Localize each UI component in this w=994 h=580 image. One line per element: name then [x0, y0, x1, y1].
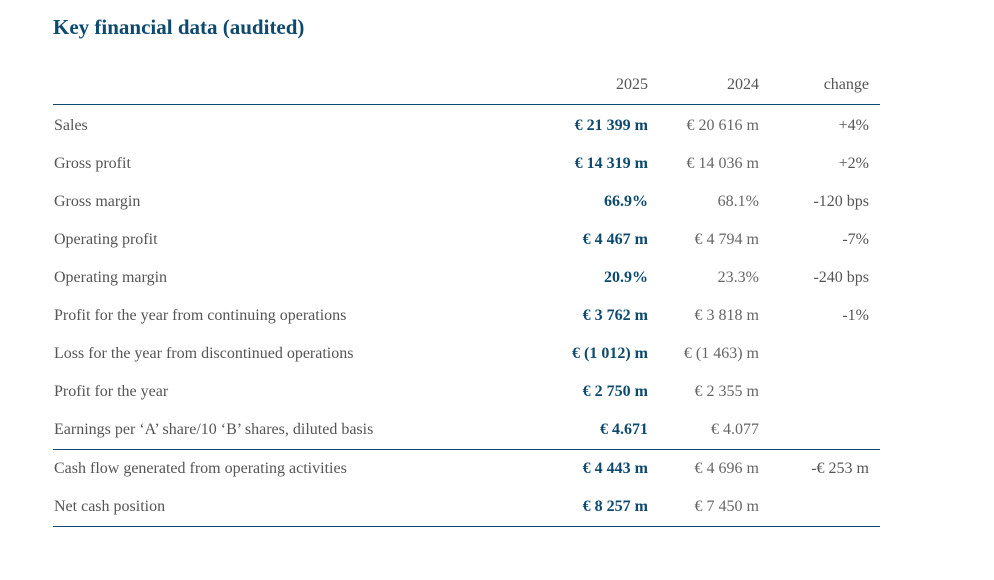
table-bottom-rule	[53, 526, 880, 527]
value-2024: 68.1%	[717, 193, 759, 210]
row-label: Profit for the year from continuing oper…	[54, 307, 347, 324]
value-2025: 66.9%	[604, 193, 648, 210]
row-label: Net cash position	[54, 498, 166, 515]
row-label: Operating margin	[54, 269, 168, 286]
value-2024: 23.3%	[717, 269, 759, 286]
value-2025: € 4.671	[600, 421, 648, 438]
page-title: Key financial data (audited)	[53, 15, 305, 39]
row-label: Earnings per ‘A’ share/10 ‘B’ shares, di…	[54, 421, 374, 438]
value-change: -€ 253 m	[811, 460, 869, 477]
value-2024: € 4 794 m	[694, 231, 759, 248]
value-2024: € 4.077	[711, 421, 759, 438]
table-row: Cash flow generated from operating activ…	[53, 450, 880, 488]
table-divider	[53, 449, 880, 450]
table-row: Gross profit € 14 319 m € 14 036 m +2%	[53, 145, 880, 183]
value-2024: € 4 696 m	[694, 460, 759, 477]
table-row: Operating profit € 4 467 m € 4 794 m -7%	[53, 221, 880, 259]
value-change: -7%	[842, 231, 869, 248]
row-label: Loss for the year from discontinued oper…	[54, 345, 354, 362]
table-row: Earnings per ‘A’ share/10 ‘B’ shares, di…	[53, 411, 880, 449]
column-header-2025: 2025	[616, 76, 648, 93]
row-label: Gross profit	[54, 155, 131, 172]
table-row: Sales € 21 399 m € 20 616 m +4%	[53, 107, 880, 145]
value-2024: € 20 616 m	[686, 117, 759, 134]
value-2025: € 8 257 m	[582, 498, 648, 515]
row-label: Sales	[54, 117, 88, 134]
table-row: Profit for the year from continuing oper…	[53, 297, 880, 335]
table-row: Operating margin 20.9% 23.3% -240 bps	[53, 259, 880, 297]
value-2024: € 3 818 m	[694, 307, 759, 324]
table-body-income: Sales € 21 399 m € 20 616 m +4% Gross profit…	[53, 105, 880, 449]
value-2024: € (1 463) m	[683, 345, 759, 362]
value-2024: € 14 036 m	[686, 155, 759, 172]
value-change: +2%	[838, 155, 869, 172]
value-change: -120 bps	[813, 193, 869, 210]
value-2025: € 4 443 m	[582, 460, 648, 477]
value-2025: 20.9%	[604, 269, 648, 286]
value-2024: € 7 450 m	[694, 498, 759, 515]
column-header-2024: 2024	[727, 76, 759, 93]
table-row: Loss for the year from discontinued oper…	[53, 335, 880, 373]
table-header: 2025 2024 change	[53, 66, 880, 105]
table-row: Profit for the year € 2 750 m € 2 355 m	[53, 373, 880, 411]
value-2025: € 21 399 m	[574, 117, 648, 134]
table-row: Net cash position € 8 257 m € 7 450 m	[53, 488, 880, 526]
table-row: Gross margin 66.9% 68.1% -120 bps	[53, 183, 880, 221]
value-2025: € 14 319 m	[574, 155, 648, 172]
financial-table: 2025 2024 change Sales € 21 399 m € 20 616…	[53, 66, 880, 527]
row-label: Profit for the year	[54, 383, 169, 400]
row-label: Gross margin	[54, 193, 141, 210]
table-body-cash: Cash flow generated from operating activ…	[53, 450, 880, 526]
column-header-change: change	[823, 76, 869, 93]
value-2025: € 2 750 m	[582, 383, 648, 400]
value-2025: € 3 762 m	[582, 307, 648, 324]
row-label: Operating profit	[54, 231, 158, 248]
value-2024: € 2 355 m	[694, 383, 759, 400]
value-change: +4%	[838, 117, 869, 134]
value-change: -1%	[842, 307, 869, 324]
value-2025: € 4 467 m	[582, 231, 648, 248]
value-change: -240 bps	[813, 269, 869, 286]
value-2025: € (1 012) m	[572, 345, 648, 362]
row-label: Cash flow generated from operating activ…	[54, 460, 347, 477]
